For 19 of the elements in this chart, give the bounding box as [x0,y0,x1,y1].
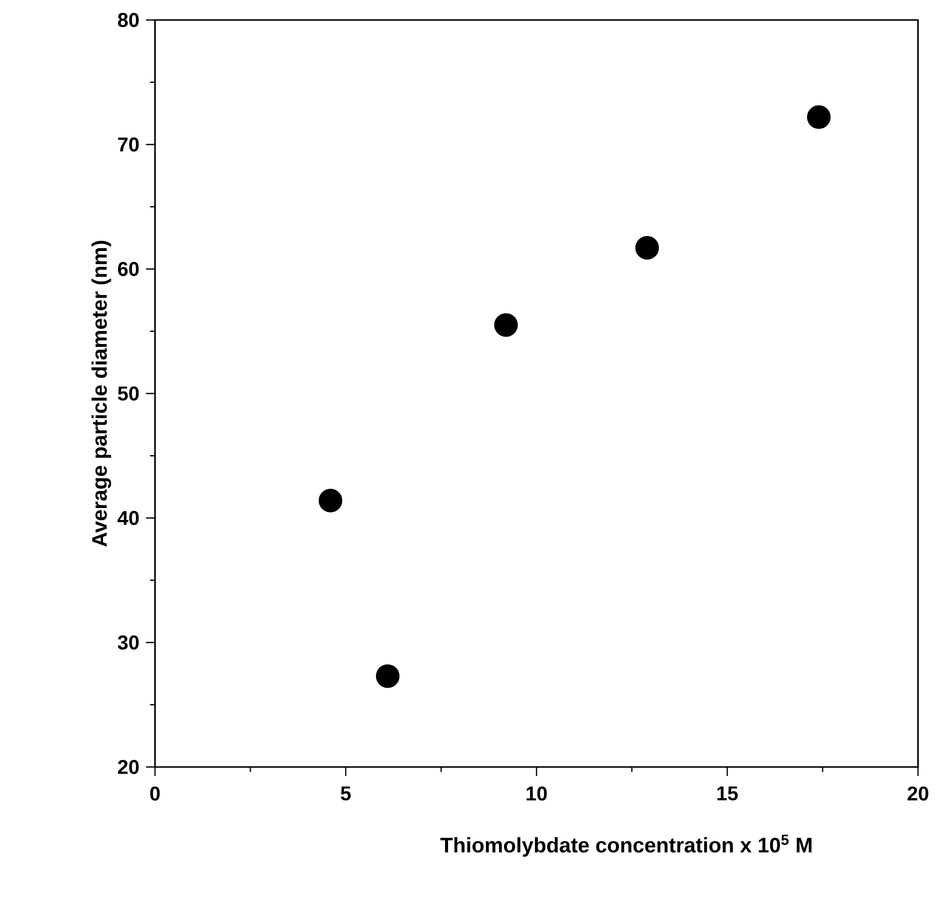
y-axis-title: Average particle diameter (nm) [91,240,112,547]
point [318,488,342,512]
y-tick-label: 30 [118,635,139,650]
point [635,236,659,260]
y-tick-label: 80 [118,12,139,28]
y-tick-label: 50 [118,386,139,401]
y-tick-label: 20 [118,760,139,774]
y-tick-label: 70 [118,137,139,152]
y-tick-label: 60 [118,262,139,276]
point [494,313,518,337]
point [376,664,400,688]
x-tick-label: 15 [717,786,738,800]
x-tick-label: 0 [150,786,160,801]
x-axis-title: Thiomolybdate concentration x 10$^{5}$ M [440,834,812,857]
y-tick-label: 40 [118,510,139,526]
point [807,105,831,129]
x-tick-label: 5 [340,786,351,800]
x-tick-label: 20 [908,786,928,801]
x-tick-label: 10 [526,786,547,801]
